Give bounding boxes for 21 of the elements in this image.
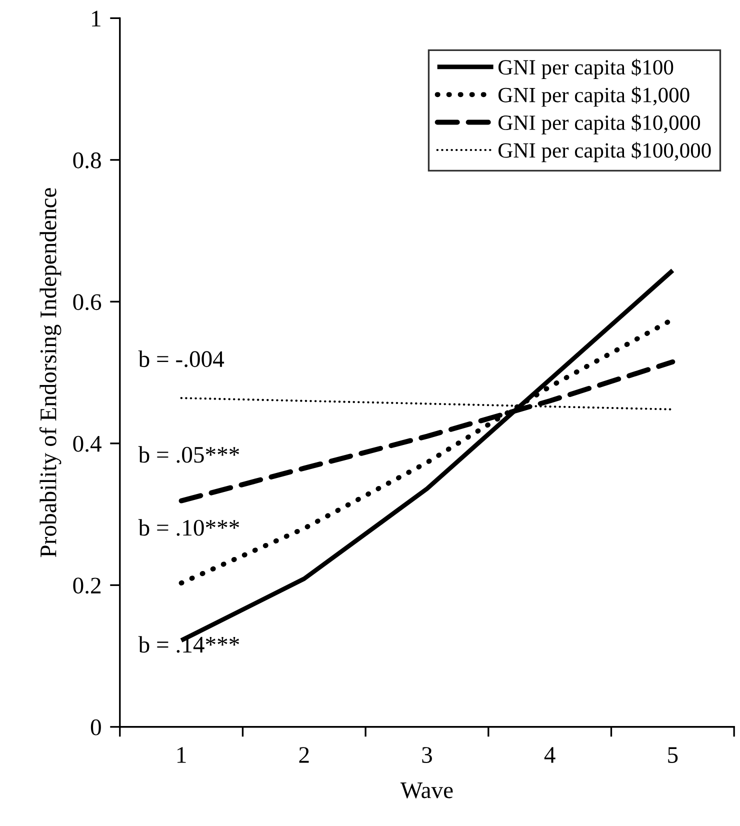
y-tick-label: 0.2 <box>73 578 101 594</box>
x-tick-label: 5 <box>668 747 678 763</box>
x-axis-title: Wave <box>400 782 453 798</box>
x-tick-label: 1 <box>177 747 186 763</box>
annotation: b = -.004 <box>138 350 224 368</box>
y-tick-label: 0.6 <box>73 294 102 310</box>
y-tick-label: 0 <box>90 719 101 736</box>
y-tick-label: 1 <box>92 10 100 26</box>
x-tick-label: 2 <box>299 747 309 763</box>
annotation: b = .05*** <box>138 446 240 463</box>
y-tick-label: 0.8 <box>73 152 101 168</box>
y-tick-label: 0.4 <box>73 436 102 452</box>
legend-label: GNI per capita $10,000 <box>498 114 700 134</box>
legend-label: GNI per capita $100,000 <box>498 142 711 162</box>
x-tick-label: 4 <box>544 747 556 763</box>
y-axis-title: Probability of Endorsing Independence <box>39 188 62 558</box>
legend-label: GNI per capita $1,000 <box>498 86 690 107</box>
x-tick-label: 3 <box>422 747 432 763</box>
annotation: b = .14*** <box>138 636 240 653</box>
legend-label: GNI per capita $100 <box>498 58 674 79</box>
annotation: b = .10*** <box>138 519 240 536</box>
